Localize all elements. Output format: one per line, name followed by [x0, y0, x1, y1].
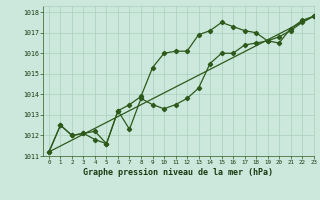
X-axis label: Graphe pression niveau de la mer (hPa): Graphe pression niveau de la mer (hPa) — [84, 168, 273, 177]
